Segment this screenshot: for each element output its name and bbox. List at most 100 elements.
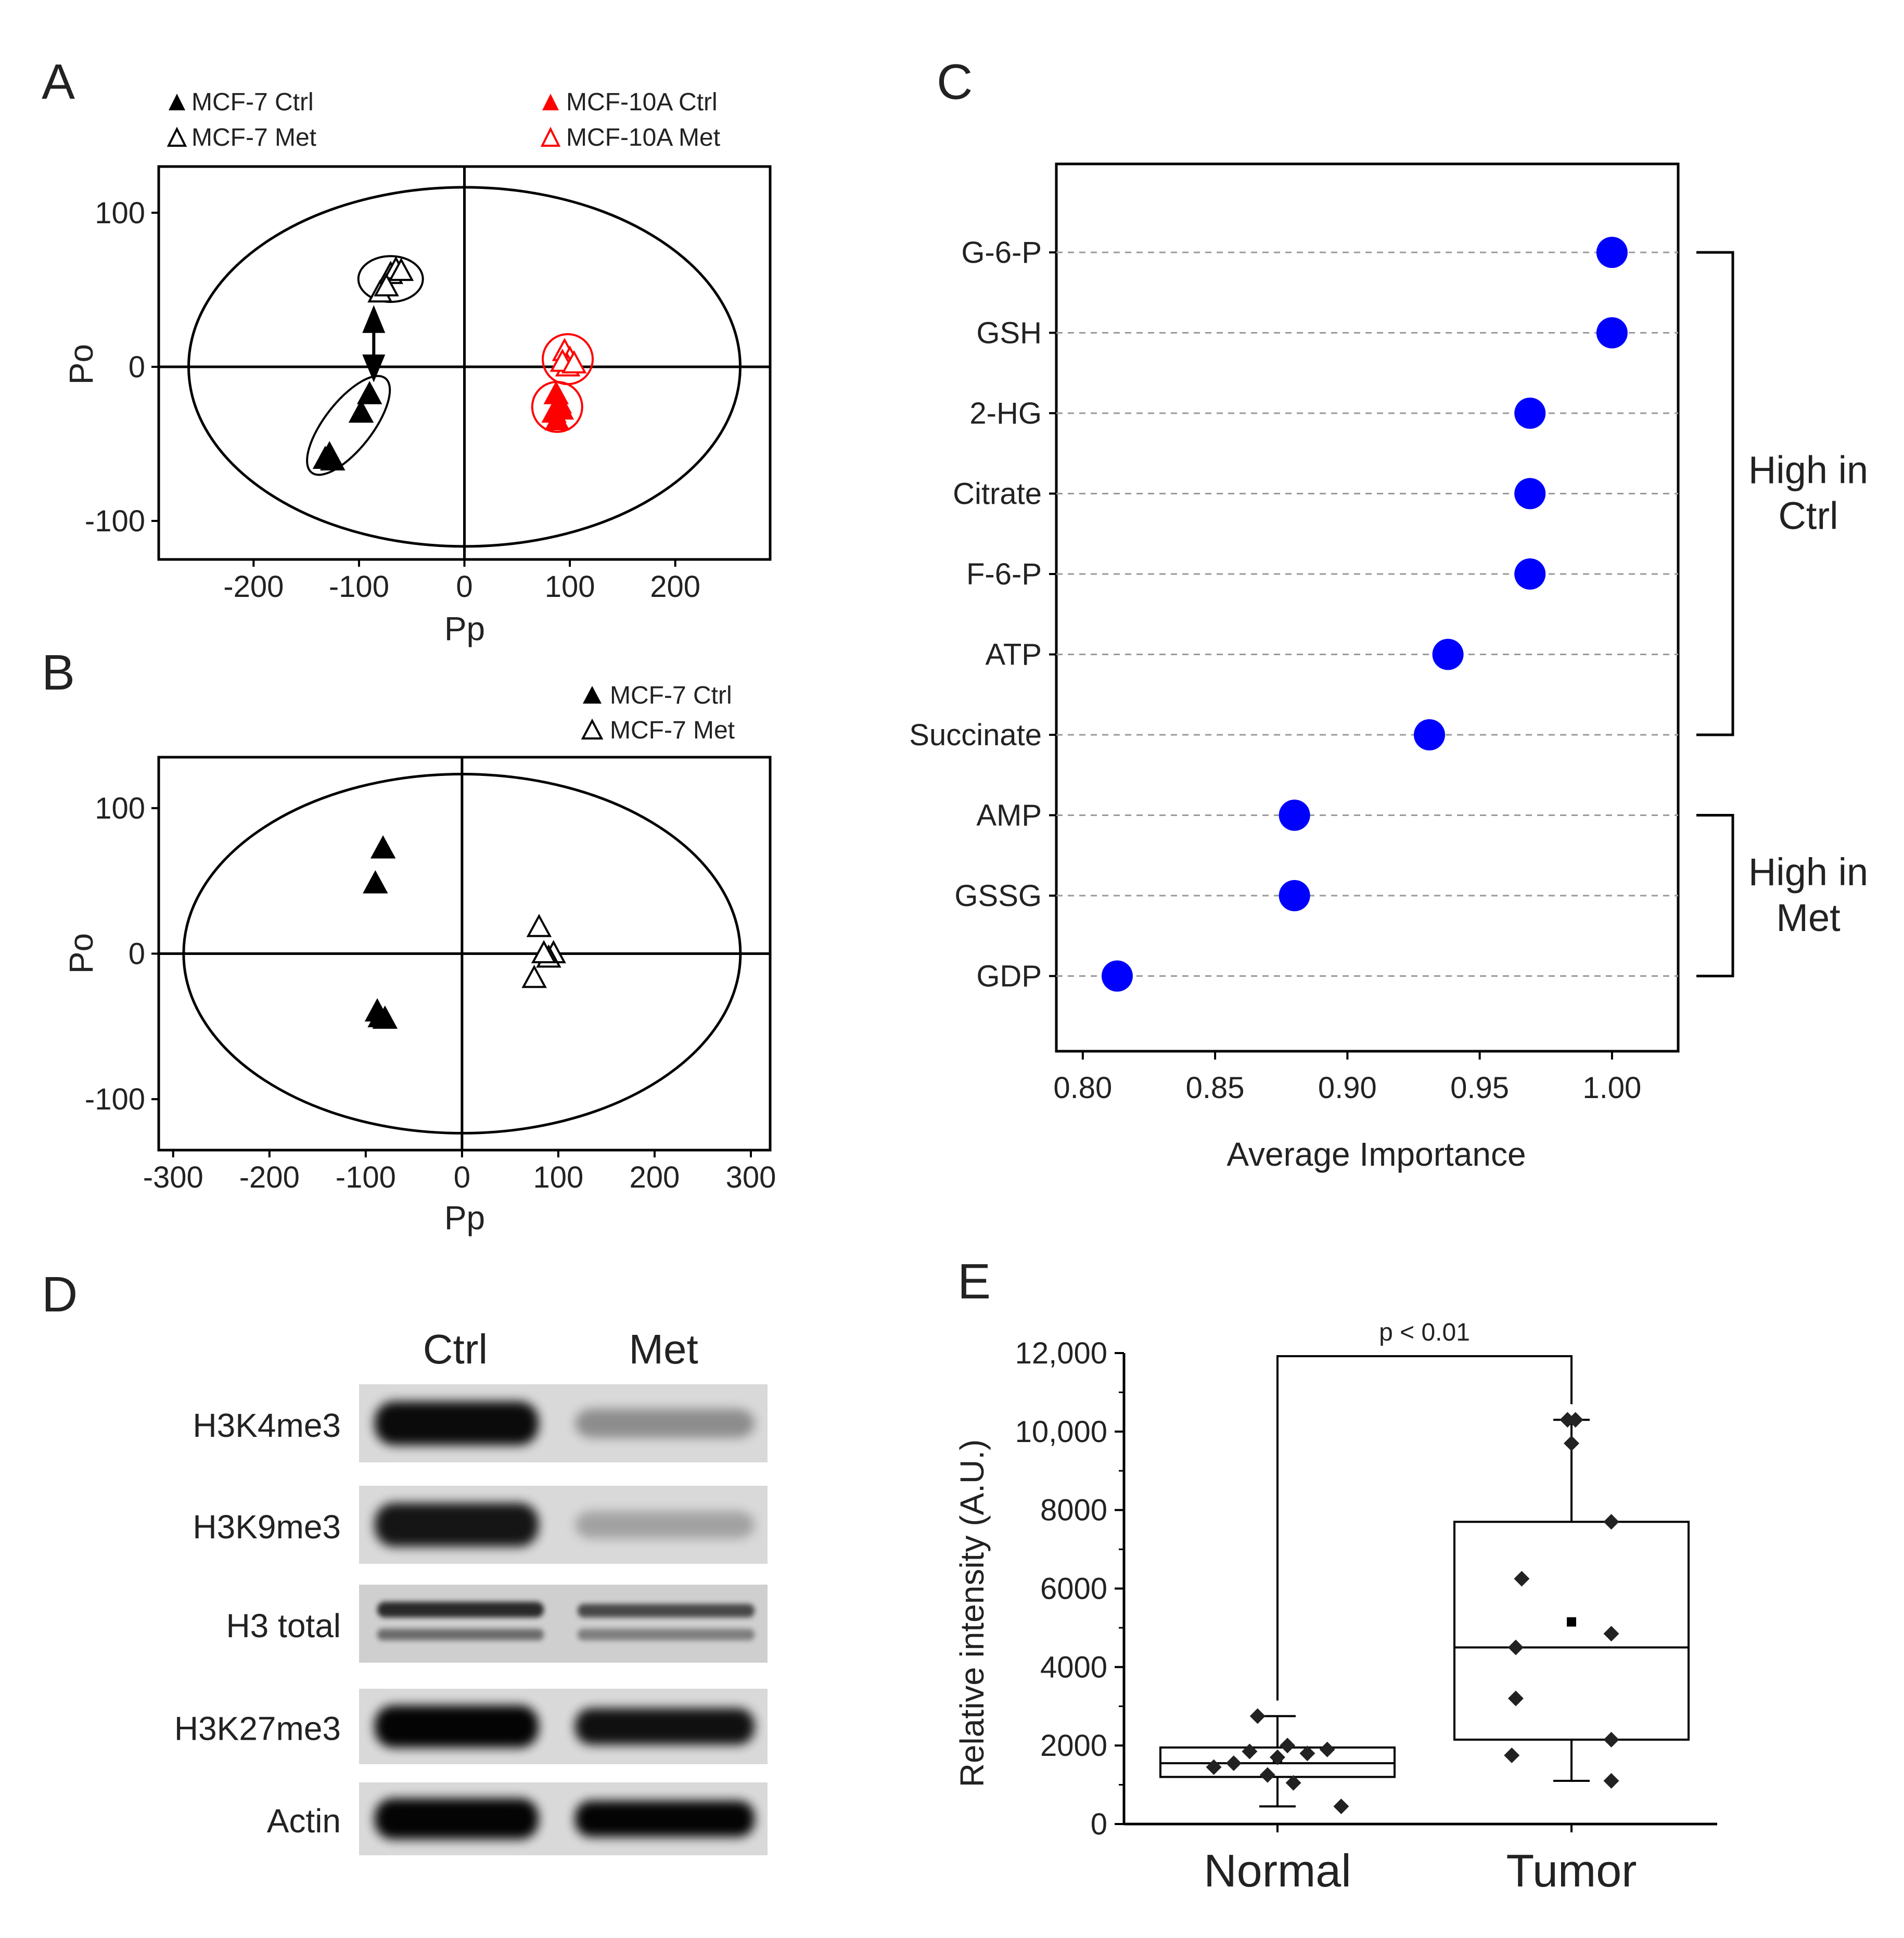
legend-mcf10a-met: MCF-10A Met (540, 124, 720, 151)
x-tick-label-0: 0.80 (1053, 1071, 1112, 1105)
data-point-2 (1507, 1690, 1524, 1706)
data-point-4 (1564, 1435, 1579, 1451)
blot-row-h3k4me3: H3K4me3 (193, 1384, 768, 1462)
point-mcf-7-met-4 (521, 964, 547, 988)
legend-mcf7-met: MCF-7 Met (167, 124, 316, 151)
point-mcf-7-ctrl-0 (356, 381, 382, 404)
y-tick-label-0: -100 (85, 1082, 145, 1116)
x-tick-label-1: 0.85 (1186, 1071, 1245, 1105)
blot-row-label-0: H3K4me3 (193, 1407, 341, 1444)
data-point-7 (1603, 1731, 1619, 1748)
y-tick-label-2: 4000 (1040, 1650, 1107, 1684)
y-tick-label-1: 0 (129, 937, 145, 971)
box-tumor (1453, 1412, 1690, 1789)
box-normal (1159, 1708, 1396, 1815)
group-bracket-0 (1696, 251, 1734, 736)
legend-mcf10a-ctrl-marker (542, 94, 559, 110)
legend-mcf7-ctrl: MCF-7 Ctrl (169, 88, 314, 116)
group-outline-mcf10a-ctrl (531, 380, 583, 433)
point-mcf-7-met-3 (388, 258, 414, 281)
shift-arrow-head-down (362, 354, 386, 382)
data-point-10 (1567, 1412, 1583, 1428)
band-ctrl-upper (377, 1602, 544, 1617)
importance-dot-8 (1279, 880, 1310, 911)
blot-row-h3k27me3: H3K27me3 (174, 1689, 768, 1764)
category-label-0: G-6-P (961, 236, 1042, 270)
x-tick-label-3: 0.95 (1450, 1071, 1509, 1105)
y-tick-label-3: 6000 (1040, 1572, 1107, 1606)
panel-b-xlabel: Pp (444, 1199, 485, 1236)
group-label-1-line2: Met (1776, 896, 1841, 939)
category-label-3: Citrate (953, 477, 1042, 511)
panel-a-ylabel: Po (62, 344, 100, 385)
group-label-0-line2: Ctrl (1778, 494, 1838, 538)
confidence-ellipse (182, 773, 742, 1134)
legend-b-mcf7-ctrl-marker (583, 686, 602, 704)
panel-e-label: E (957, 1254, 991, 1309)
point-mcf-7-ctrl-4 (372, 1005, 398, 1029)
panel-c-frame (1055, 162, 1680, 1053)
mean-marker (1567, 1617, 1576, 1627)
band-ctrl-lower (377, 1629, 544, 1640)
panel-a-xlabel: Pp (444, 610, 485, 647)
point-mcf-7-met-4 (374, 273, 399, 297)
iqr-box (1453, 1521, 1690, 1741)
blot-row-h3k9me3: H3K9me3 (193, 1486, 768, 1564)
panel-c-xlabel: Average Importance (1226, 1136, 1526, 1173)
data-point-7 (1299, 1745, 1315, 1762)
x-tick-label-1: -200 (239, 1161, 300, 1194)
band-met-lower (578, 1629, 755, 1640)
x-tick-label-5: 200 (630, 1161, 680, 1194)
data-point-4 (1270, 1749, 1285, 1765)
shift-arrow-head-up (362, 305, 386, 333)
legend-b-mcf7-met-marker (581, 718, 604, 740)
category-label-2: 2-HG (969, 397, 1042, 430)
legend-mcf10a-ctrl-label: MCF-10A Ctrl (566, 88, 718, 116)
importance-dot-5 (1432, 639, 1464, 670)
panel-a-axes-lines (159, 167, 770, 559)
panel-b-legend: MCF-7 Ctrl MCF-7 Met (581, 682, 735, 744)
x-tick-label-6: 300 (726, 1161, 776, 1194)
x-tick-label-1: -100 (329, 570, 389, 604)
y-tick-label-4: 8000 (1040, 1494, 1107, 1527)
category-label-6: Succinate (909, 718, 1042, 752)
band-met (575, 1708, 755, 1745)
y-tick-label-2: 100 (95, 792, 145, 825)
legend-b-mcf7-met: MCF-7 Met (581, 717, 735, 744)
legend-mcf7-ctrl-label: MCF-7 Ctrl (191, 88, 314, 116)
x-tick-label-3: 0 (454, 1161, 470, 1194)
x-tick-label-2: 0.90 (1318, 1071, 1377, 1105)
legend-mcf10a-met-marker (540, 126, 561, 147)
panel-a-annotations (306, 255, 594, 476)
data-point-0 (1514, 1571, 1530, 1587)
panel-a-legend: MCF-7 Ctrl MCF-7 Met MCF-10A Ctrl MCF-10… (167, 88, 720, 151)
data-point-2 (1242, 1743, 1258, 1760)
point-mcf-10a-ctrl-4 (544, 407, 570, 431)
group-label-0-line1: High in (1748, 449, 1868, 492)
x-tick-label-4: 1.00 (1582, 1071, 1641, 1105)
importance-dot-3 (1514, 478, 1546, 509)
legend-mcf7-met-marker (167, 126, 187, 147)
panel-d-label: D (42, 1267, 78, 1322)
data-point-8 (1603, 1773, 1619, 1789)
panel-a: A MCF-7 Ctrl MCF-7 Met MCF-10A Ctrl MCF-… (42, 54, 772, 647)
category-label-9: GDP (976, 960, 1042, 993)
significance-bracket (1276, 1355, 1573, 1701)
point-mcf-7-ctrl-0 (370, 835, 396, 859)
blot-row-h3-total: H3 total (226, 1585, 768, 1663)
legend-b-mcf7-met-label: MCF-7 Met (610, 717, 735, 744)
blot-column-met: Met (629, 1326, 698, 1372)
panel-b-ticks: -300 -200 -100 0 100 200 300 -100 0 100 (85, 792, 776, 1194)
category-label-7: AMP (976, 799, 1042, 833)
panel-e-boxes (1159, 1412, 1690, 1815)
group-bracket-1 (1696, 814, 1734, 977)
point-mcf-10a-met-4 (561, 350, 587, 374)
importance-dot-2 (1514, 398, 1546, 429)
data-point-8 (1319, 1741, 1335, 1757)
panel-b-label: B (42, 645, 75, 700)
importance-dot-9 (1101, 960, 1133, 992)
data-point-3 (1504, 1748, 1520, 1764)
confidence-ellipse (187, 186, 742, 548)
x-tick-label-4: 200 (650, 570, 700, 604)
